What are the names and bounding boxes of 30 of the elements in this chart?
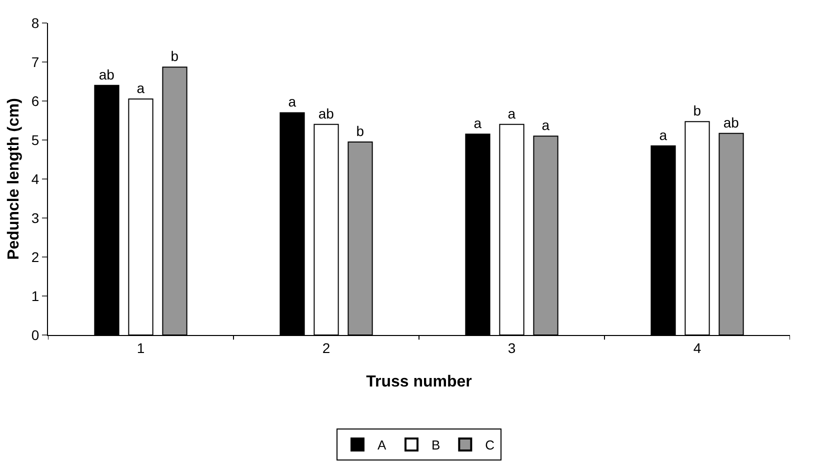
- legend-label: C: [485, 438, 495, 453]
- y-tick-label: 0: [31, 326, 40, 343]
- data-label: a: [288, 94, 296, 110]
- data-label: a: [474, 115, 482, 132]
- legend-label: A: [378, 438, 386, 453]
- data-label: b: [693, 102, 702, 119]
- data-label: a: [136, 80, 145, 96]
- x-tick-label: 2: [322, 340, 330, 356]
- legend-label: B: [432, 438, 440, 453]
- y-tick-label: 3: [31, 210, 40, 226]
- data-label: a: [542, 117, 550, 134]
- data-label: a: [659, 126, 668, 143]
- data-label: b: [170, 48, 179, 64]
- data-label: a: [508, 105, 516, 122]
- x-tick-label: 1: [136, 340, 145, 356]
- data-label: ab: [98, 66, 115, 82]
- y-tick-label: 7: [31, 54, 40, 70]
- data-label: b: [356, 122, 364, 139]
- data-label: ab: [318, 105, 334, 122]
- y-tick-label: 1: [31, 288, 40, 304]
- y-tick-label: 5: [31, 132, 40, 148]
- y-tick-label: 4: [31, 170, 40, 187]
- y-tick-label: 6: [31, 92, 40, 109]
- y-axis-title: Peduncle length (cm): [5, 98, 22, 260]
- x-axis-title: Truss number: [366, 374, 472, 390]
- x-tick-label: 4: [693, 340, 702, 356]
- y-tick-label: 8: [31, 14, 40, 31]
- x-tick-label: 3: [508, 340, 516, 356]
- y-tick-label: 2: [31, 248, 40, 265]
- data-label: ab: [723, 114, 740, 130]
